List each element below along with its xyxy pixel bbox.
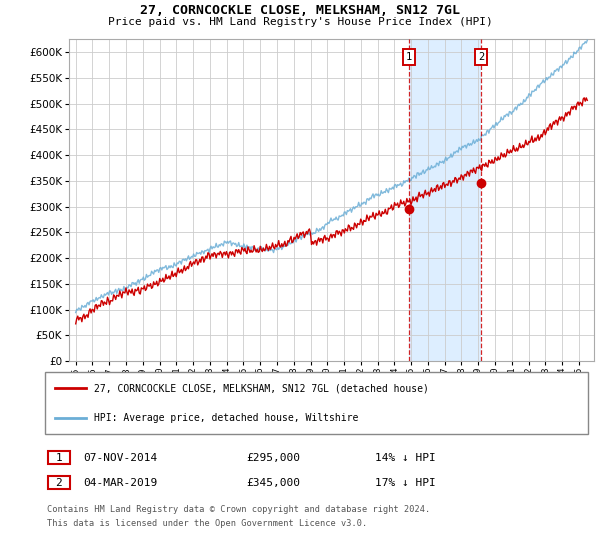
Text: This data is licensed under the Open Government Licence v3.0.: This data is licensed under the Open Gov… xyxy=(47,519,367,528)
Text: Price paid vs. HM Land Registry's House Price Index (HPI): Price paid vs. HM Land Registry's House … xyxy=(107,17,493,27)
FancyBboxPatch shape xyxy=(45,372,588,434)
Text: 27, CORNCOCKLE CLOSE, MELKSHAM, SN12 7GL (detached house): 27, CORNCOCKLE CLOSE, MELKSHAM, SN12 7GL… xyxy=(94,384,429,394)
Text: 17% ↓ HPI: 17% ↓ HPI xyxy=(375,478,436,488)
Text: 2: 2 xyxy=(478,52,484,62)
Text: £295,000: £295,000 xyxy=(246,452,300,463)
Text: 1: 1 xyxy=(55,452,62,463)
FancyBboxPatch shape xyxy=(48,451,70,464)
Text: 04-MAR-2019: 04-MAR-2019 xyxy=(83,478,157,488)
Text: HPI: Average price, detached house, Wiltshire: HPI: Average price, detached house, Wilt… xyxy=(94,413,358,423)
Text: 1: 1 xyxy=(406,52,412,62)
Text: 14% ↓ HPI: 14% ↓ HPI xyxy=(375,452,436,463)
FancyBboxPatch shape xyxy=(48,476,70,489)
Text: £345,000: £345,000 xyxy=(246,478,300,488)
Text: Contains HM Land Registry data © Crown copyright and database right 2024.: Contains HM Land Registry data © Crown c… xyxy=(47,505,430,514)
Text: 27, CORNCOCKLE CLOSE, MELKSHAM, SN12 7GL: 27, CORNCOCKLE CLOSE, MELKSHAM, SN12 7GL xyxy=(140,4,460,17)
Bar xyxy=(409,39,481,361)
Text: 07-NOV-2014: 07-NOV-2014 xyxy=(83,452,157,463)
Text: 2: 2 xyxy=(55,478,62,488)
